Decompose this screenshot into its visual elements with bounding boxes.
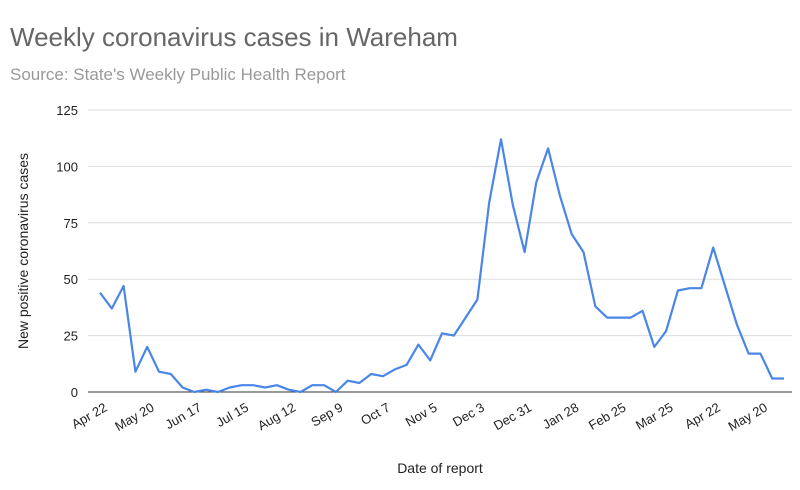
x-tick-label: May 20 bbox=[725, 400, 769, 434]
chart-title: Weekly coronavirus cases in Wareham bbox=[10, 22, 458, 52]
x-tick-label: Dec 31 bbox=[491, 400, 534, 434]
x-tick-label: May 20 bbox=[112, 400, 156, 434]
x-tick-label: Sep 9 bbox=[308, 400, 345, 430]
x-tick-label: Jan 28 bbox=[540, 400, 581, 433]
y-tick-label: 125 bbox=[56, 103, 78, 118]
x-tick-label: Aug 12 bbox=[255, 400, 298, 434]
x-tick-label: Dec 3 bbox=[450, 400, 487, 430]
x-tick-label: Apr 22 bbox=[682, 400, 723, 432]
x-tick-label: Feb 25 bbox=[586, 400, 629, 433]
x-tick-label: Nov 5 bbox=[403, 400, 440, 430]
y-axis-title: New positive coronavirus cases bbox=[15, 153, 31, 349]
y-tick-label: 0 bbox=[71, 385, 78, 400]
chart-subtitle: Source: State's Weekly Public Health Rep… bbox=[10, 65, 346, 84]
x-tick-label: Mar 25 bbox=[633, 400, 676, 433]
y-tick-label: 25 bbox=[64, 329, 78, 344]
y-tick-label: 100 bbox=[56, 159, 78, 174]
y-tick-label: 50 bbox=[64, 272, 78, 287]
y-tick-label: 75 bbox=[64, 216, 78, 231]
x-tick-label: Jun 17 bbox=[163, 400, 204, 433]
x-axis-title: Date of report bbox=[397, 460, 483, 476]
x-tick-label: Apr 22 bbox=[69, 400, 110, 432]
x-tick-label: Oct 7 bbox=[358, 400, 392, 429]
x-tick-label: Jul 15 bbox=[213, 400, 251, 430]
series-line bbox=[99, 138, 784, 394]
